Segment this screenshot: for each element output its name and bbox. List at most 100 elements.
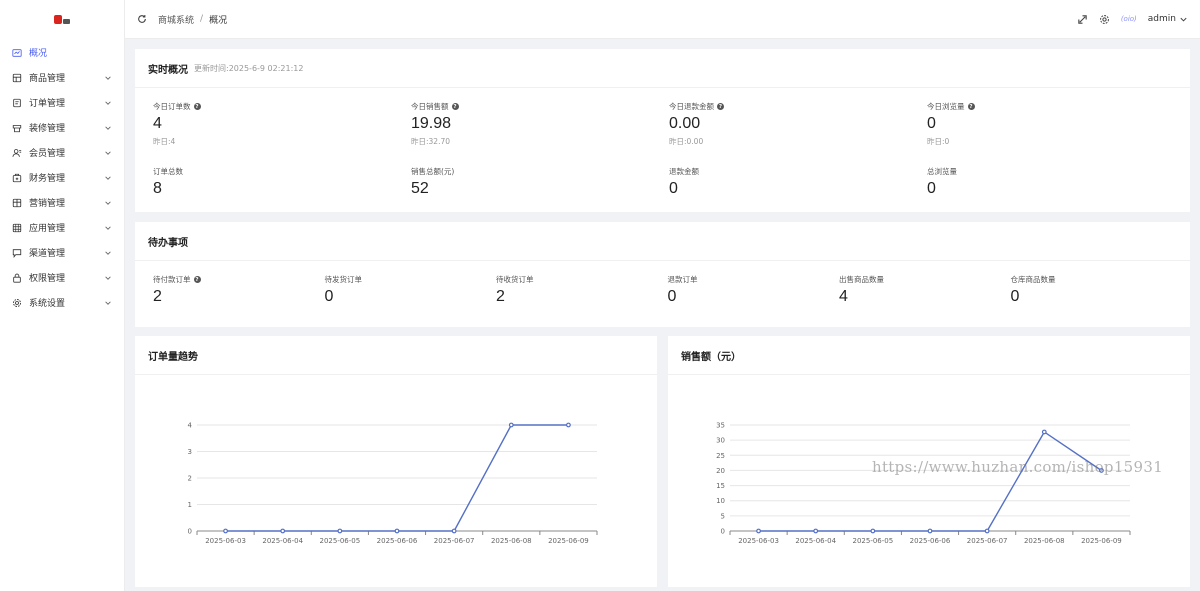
stat-value: 8: [153, 180, 162, 197]
data-point[interactable]: [870, 528, 876, 534]
todo-item[interactable]: 退款订单 0: [668, 274, 698, 306]
chevron-down-icon: [1180, 17, 1187, 22]
chevron-down-icon: [104, 249, 112, 257]
orders-chart-title: 订单量趋势: [148, 351, 198, 363]
orders-line-chart: 0 1 2 3 4 2025-06-03 2025-06-04 2025-06-05 2025-…: [188, 422, 598, 545]
avatar[interactable]: (oio): [1120, 15, 1137, 23]
sales-chart-header: 销售额（元）: [668, 336, 1190, 375]
data-point[interactable]: [223, 528, 228, 534]
x-tick-label: 2025-06-03: [205, 537, 246, 545]
refresh-icon[interactable]: [137, 14, 147, 24]
sidebar-item-label: 营销管理: [29, 199, 66, 209]
settings-icon[interactable]: [1099, 14, 1110, 25]
todo-label-text: 退款订单: [667, 275, 698, 284]
sidebar-item[interactable]: 商品管理: [0, 65, 124, 90]
x-tick-label: 2025-06-09: [548, 537, 589, 545]
y-tick-label: 3: [188, 448, 192, 456]
sidebar-item[interactable]: 会员管理: [0, 140, 124, 165]
y-tick-label: 10: [716, 497, 725, 505]
data-point[interactable]: [984, 528, 990, 534]
chevron-down-icon: [104, 199, 112, 207]
sidebar-item[interactable]: 营销管理: [0, 190, 124, 215]
realtime-header: 实时概况 更新时间:2025-6-9 02:21:12: [135, 49, 1190, 88]
data-point[interactable]: [756, 528, 761, 534]
lock-icon: [12, 273, 22, 283]
help-icon[interactable]: ?: [451, 103, 459, 110]
chevron-down-icon: [104, 224, 112, 232]
todo-label: 待收货订单: [496, 274, 534, 285]
x-tick-label: 2025-06-04: [262, 537, 303, 545]
help-icon[interactable]: ?: [193, 276, 201, 283]
todo-label: 待付款订单?: [153, 274, 201, 285]
todo-card: 待办事项 待付款订单? 2 待发货订单 0 待收货订单 2 退款订单 0 出售商品数量 4 仓库商品…: [135, 222, 1190, 327]
todo-label: 待发货订单: [325, 274, 363, 285]
stat-total: 销售总额(元) 52: [411, 166, 454, 198]
chevron-down-icon: [104, 124, 112, 132]
stat-value: 0: [669, 180, 678, 197]
sidebar-item[interactable]: 权限管理: [0, 265, 124, 290]
data-point[interactable]: [927, 528, 933, 534]
help-icon[interactable]: ?: [193, 103, 201, 110]
data-point[interactable]: [1099, 468, 1104, 473]
member-icon: [12, 148, 22, 158]
todo-item[interactable]: 出售商品数量 4: [839, 274, 884, 306]
sidebar-item[interactable]: 财务管理: [0, 165, 124, 190]
fullscreen-icon[interactable]: [1077, 14, 1088, 25]
help-icon[interactable]: ?: [717, 103, 724, 110]
watermark: https://www.huzhan.com/ishop15931: [872, 458, 1164, 476]
stat-yesterday: 昨日:4: [153, 137, 176, 146]
x-tick-label: 2025-06-08: [1024, 537, 1065, 545]
dashboard-icon: [12, 48, 22, 58]
todo-label-text: 仓库商品数量: [1010, 275, 1056, 284]
marketing-icon: [12, 198, 22, 208]
stat-label-text: 销售总额(元): [411, 167, 455, 176]
stat-yesterday: 昨日:32.70: [411, 137, 450, 146]
breadcrumb-root[interactable]: 商城系统: [158, 15, 195, 26]
stat-value: 0.00: [669, 115, 701, 132]
goods-icon: [12, 73, 22, 83]
sidebar-item[interactable]: 系统设置: [0, 290, 124, 315]
data-point[interactable]: [1041, 429, 1047, 435]
sidebar-item[interactable]: 渠道管理: [0, 240, 124, 265]
x-tick-label: 2025-06-08: [491, 537, 532, 545]
x-tick-label: 2025-06-06: [910, 537, 951, 545]
logo[interactable]: [0, 0, 124, 38]
data-point[interactable]: [813, 528, 819, 534]
data-point[interactable]: [337, 528, 343, 534]
sidebar-item-label: 渠道管理: [29, 249, 66, 259]
sidebar-item-label: 财务管理: [29, 174, 66, 184]
data-point[interactable]: [451, 528, 457, 534]
stat-label: 今日退款金额?: [669, 101, 724, 112]
data-point[interactable]: [566, 422, 571, 428]
data-point[interactable]: [394, 528, 400, 534]
sidebar-item[interactable]: 应用管理: [0, 215, 124, 240]
channel-icon: [12, 248, 22, 258]
todo-item[interactable]: 待收货订单 2: [496, 274, 534, 306]
todo-title: 待办事项: [148, 237, 188, 249]
y-tick-label: 25: [716, 452, 725, 460]
x-tick-label: 2025-06-04: [795, 537, 836, 545]
sales-line-chart: 0 5 10 15 20 25 30 35 2025-06-03 2025-06-04 2025-0…: [716, 422, 1131, 545]
todo-item[interactable]: 待发货订单 0: [325, 274, 363, 306]
stat-label: 今日订单数?: [153, 101, 201, 112]
data-point[interactable]: [280, 528, 286, 534]
sidebar-item-label: 会员管理: [29, 149, 66, 159]
sidebar-item[interactable]: 装修管理: [0, 115, 124, 140]
sidebar-item[interactable]: 订单管理: [0, 90, 124, 115]
todo-value: 4: [839, 288, 848, 305]
todo-item[interactable]: 仓库商品数量 0: [1011, 274, 1056, 306]
stat-label: 总浏览量: [927, 166, 957, 177]
todo-value: 0: [667, 288, 677, 305]
chevron-down-icon: [104, 149, 112, 157]
todo-item[interactable]: 待付款订单? 2: [153, 274, 201, 306]
user-menu[interactable]: admin: [1148, 14, 1188, 24]
help-icon[interactable]: ?: [967, 103, 975, 110]
x-tick-label: 2025-06-05: [320, 537, 361, 545]
sidebar-item[interactable]: 概况: [0, 40, 124, 65]
stat-today: 今日浏览量? 0 昨日:0: [927, 101, 975, 147]
x-tick-label: 2025-06-05: [853, 537, 894, 545]
stat-total: 订单总数 8: [153, 166, 183, 198]
y-tick-label: 2: [188, 475, 192, 483]
y-tick-label: 15: [716, 482, 725, 490]
data-point[interactable]: [508, 422, 514, 428]
